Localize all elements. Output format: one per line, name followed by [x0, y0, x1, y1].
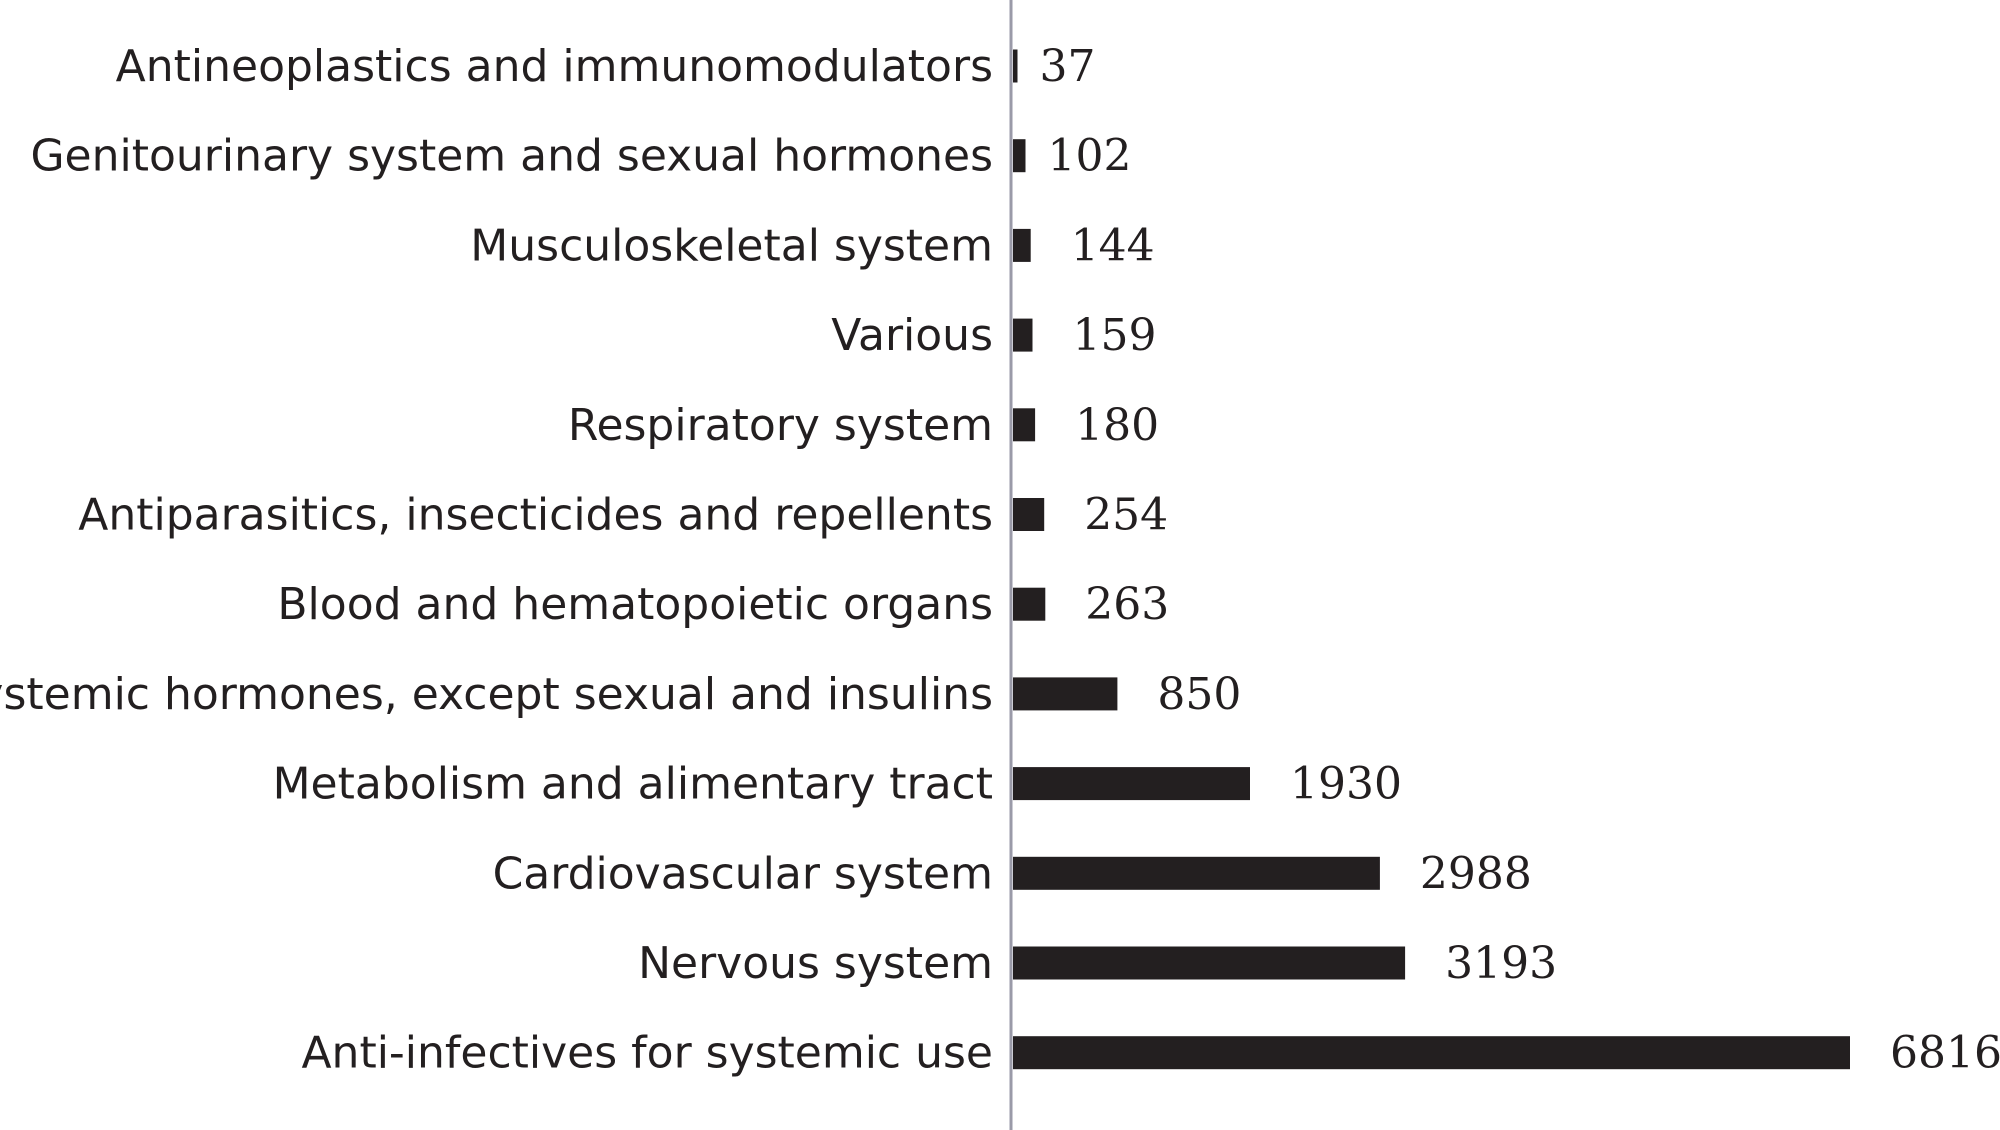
data-label: 180 — [1075, 400, 1159, 451]
bar — [1013, 856, 1380, 890]
data-label: 102 — [1048, 131, 1132, 182]
bar — [1013, 228, 1031, 262]
category-label: Musculoskeletal system — [470, 220, 993, 271]
category-label: Metabolism and alimentary tract — [273, 759, 993, 810]
bar — [1013, 587, 1046, 621]
bar — [1013, 767, 1250, 801]
bar — [1013, 1036, 1850, 1070]
category-label: Respiratory system — [568, 400, 993, 451]
category-label: Systemic hormones, except sexual and ins… — [0, 669, 993, 720]
data-label: 263 — [1085, 579, 1169, 630]
bar — [1013, 946, 1406, 980]
bars-layer — [1013, 49, 1850, 1070]
category-label: Various — [831, 310, 993, 361]
bar — [1013, 49, 1018, 83]
bar — [1013, 408, 1036, 442]
category-label: Anti-infectives for systemic use — [301, 1028, 993, 1079]
category-label: Blood and hematopoietic organs — [277, 579, 993, 630]
category-labels: Antineoplastics and immunomodulators Geni… — [0, 41, 993, 1079]
category-label: Cardiovascular system — [493, 848, 993, 899]
data-label: 37 — [1040, 41, 1096, 92]
value-labels: 37 102 144 159 180 254 263 850 1930 2988 3193 6816 — [1040, 41, 2000, 1079]
data-label: 850 — [1157, 669, 1241, 720]
bar — [1013, 677, 1118, 711]
category-label: Nervous system — [638, 938, 993, 989]
category-label: Antineoplastics and immunomodulators — [116, 41, 993, 92]
data-label: 159 — [1073, 310, 1157, 361]
bar — [1013, 139, 1026, 173]
category-label: Antiparasitics, insecticides and repelle… — [78, 490, 993, 541]
data-label: 2988 — [1420, 848, 1532, 899]
bar — [1013, 318, 1033, 352]
bar — [1013, 498, 1045, 531]
category-label: Genitourinary system and sexual hormones — [30, 131, 993, 182]
data-label: 144 — [1071, 220, 1155, 271]
data-label: 6816 — [1890, 1028, 2000, 1079]
data-label: 254 — [1084, 490, 1168, 541]
data-label: 1930 — [1290, 759, 1402, 810]
data-label: 3193 — [1445, 938, 1557, 989]
